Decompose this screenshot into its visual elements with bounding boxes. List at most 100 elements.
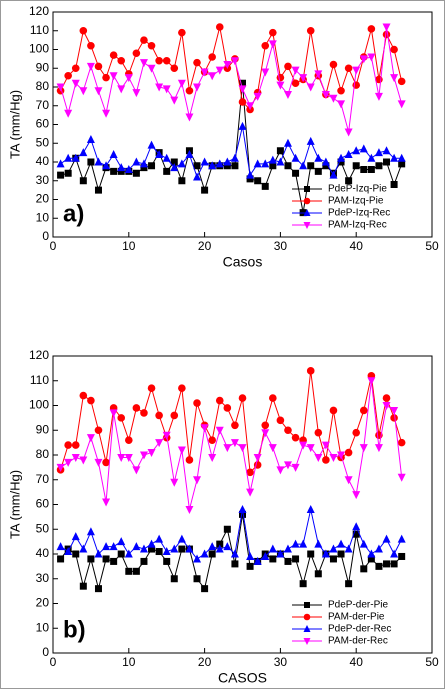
marker — [124, 74, 133, 83]
series-line — [60, 126, 402, 179]
marker — [268, 444, 277, 453]
marker — [125, 567, 133, 575]
y-tick-label: 70 — [36, 472, 50, 486]
marker — [208, 161, 217, 170]
marker — [367, 153, 376, 162]
marker — [132, 404, 141, 412]
marker — [147, 64, 156, 73]
marker — [352, 146, 361, 155]
marker — [94, 549, 103, 558]
x-tick-label: 50 — [425, 655, 439, 669]
marker — [208, 550, 216, 558]
marker — [329, 170, 338, 179]
legend-label: PdeP-Izq-Pie — [328, 184, 387, 195]
marker — [337, 153, 346, 162]
legend-marker — [303, 638, 311, 645]
marker — [382, 30, 391, 39]
marker — [162, 153, 171, 162]
marker — [269, 394, 277, 402]
marker — [102, 109, 111, 118]
marker — [344, 476, 353, 485]
marker — [170, 575, 178, 583]
marker — [359, 144, 368, 153]
marker — [291, 79, 300, 88]
marker — [177, 79, 186, 88]
marker — [231, 560, 239, 568]
marker — [193, 172, 202, 181]
x-tick-label: 50 — [425, 239, 439, 253]
y-tick-label: 50 — [36, 521, 50, 535]
marker — [56, 83, 65, 92]
marker — [382, 402, 391, 410]
marker — [390, 406, 399, 415]
marker — [344, 64, 353, 73]
marker — [139, 451, 148, 460]
marker — [306, 444, 315, 453]
series-line — [60, 514, 403, 590]
marker — [261, 159, 270, 168]
marker — [246, 488, 255, 497]
marker — [87, 555, 95, 563]
x-tick-label: 30 — [274, 239, 288, 253]
marker — [276, 549, 285, 558]
marker — [352, 428, 361, 437]
marker — [56, 463, 65, 472]
marker — [291, 539, 300, 548]
series-line — [60, 380, 403, 510]
marker — [314, 539, 323, 548]
legend-label: PAM-der-Rec — [328, 636, 388, 647]
marker — [178, 28, 186, 37]
marker — [306, 26, 315, 35]
y-tick-label: 90 — [36, 60, 50, 74]
marker — [292, 169, 300, 177]
marker — [208, 72, 217, 81]
marker — [284, 62, 292, 71]
marker — [246, 468, 254, 477]
marker — [397, 100, 406, 109]
marker — [147, 140, 156, 149]
marker — [132, 466, 141, 475]
y-tick-label: 90 — [36, 422, 50, 436]
marker — [124, 549, 133, 558]
marker — [185, 150, 194, 158]
marker — [163, 557, 171, 565]
marker — [117, 167, 125, 175]
marker — [109, 409, 118, 418]
legend-marker — [303, 613, 311, 621]
marker — [223, 61, 232, 69]
marker — [382, 394, 391, 402]
marker — [345, 580, 353, 588]
marker — [72, 550, 80, 558]
x-tick-label: 30 — [274, 655, 288, 669]
marker — [193, 554, 202, 563]
marker — [390, 74, 399, 83]
marker — [178, 545, 186, 553]
legend-label: PdeP-Izq-Rec — [328, 208, 390, 219]
marker — [390, 549, 399, 558]
marker — [284, 426, 292, 435]
marker — [102, 73, 110, 82]
marker — [71, 64, 80, 73]
marker — [276, 157, 285, 166]
marker — [79, 456, 88, 465]
marker — [155, 548, 163, 556]
marker — [367, 549, 376, 558]
marker — [117, 414, 126, 422]
marker — [109, 542, 118, 551]
marker — [329, 544, 338, 553]
series-line — [60, 370, 403, 474]
marker — [268, 544, 277, 553]
marker — [246, 551, 255, 560]
marker — [86, 62, 95, 71]
marker — [140, 557, 148, 565]
marker — [268, 40, 277, 49]
marker — [390, 153, 399, 162]
marker — [155, 56, 163, 65]
y-tick-label: 30 — [36, 571, 50, 585]
marker — [132, 49, 141, 58]
x-tick-label: 0 — [50, 655, 57, 669]
marker — [246, 102, 255, 111]
marker — [155, 150, 164, 158]
marker — [367, 377, 376, 386]
marker — [132, 157, 141, 166]
